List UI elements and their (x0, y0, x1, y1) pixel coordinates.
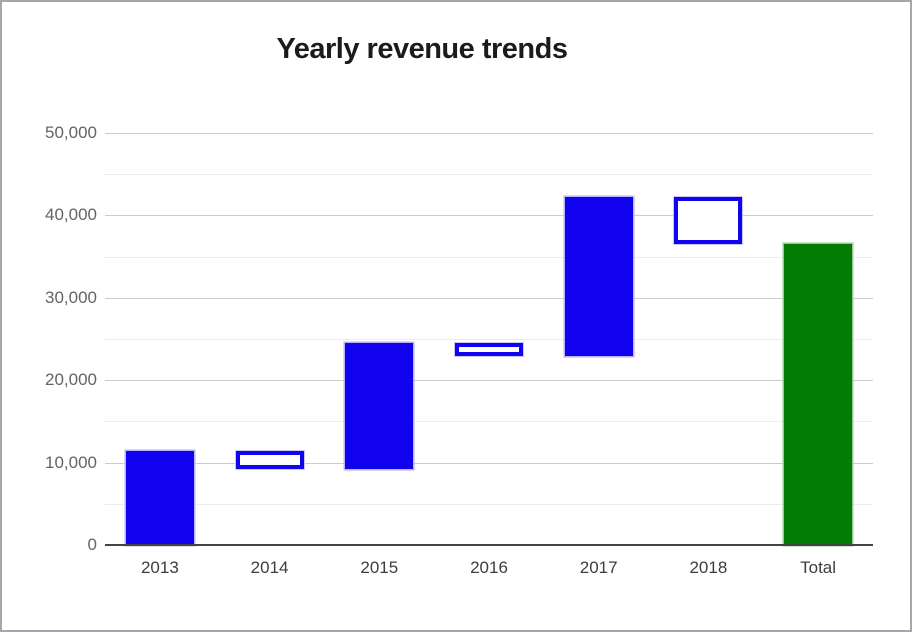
x-axis-tick-2017: 2017 (579, 558, 618, 577)
y-axis-tick-10000: 10,000 (45, 452, 97, 472)
major-gridline-10000 (105, 462, 873, 464)
x-axis-tick-2014: 2014 (250, 558, 289, 577)
major-gridline-40000 (105, 215, 873, 217)
y-axis-tick-20000: 20,000 (45, 370, 97, 390)
major-gridline-20000 (105, 380, 873, 382)
minor-gridline-25000 (105, 339, 873, 340)
x-axis-tick-2013: 2013 (140, 558, 179, 577)
x-axis-tick-total: Total (800, 558, 837, 577)
x-axis-tick-2016: 2016 (470, 558, 508, 577)
major-gridline-50000 (105, 133, 873, 134)
waterfall-bar-2018 (674, 197, 743, 245)
waterfall-bar-2014 (235, 451, 304, 469)
plot-area (105, 133, 873, 546)
y-axis-tick-0: 0 (87, 535, 97, 554)
major-gridline-30000 (105, 297, 873, 299)
minor-gridline-5000 (105, 503, 873, 505)
y-axis-tick-40000: 40,000 (45, 205, 97, 225)
chart-title: Yearly revenue trends (276, 33, 568, 65)
x-axis-tick-2015: 2015 (360, 558, 399, 577)
y-axis-tick-50000: 50,000 (45, 123, 97, 142)
y-axis-tick-30000: 30,000 (45, 287, 97, 307)
waterfall-bar-2016 (455, 343, 523, 357)
minor-gridline-45000 (105, 174, 873, 176)
minor-gridline-15000 (105, 421, 873, 423)
waterfall-bar-total (784, 244, 853, 545)
waterfall-bar-2015 (345, 343, 414, 469)
x-axis-tick-2018: 2018 (689, 558, 728, 577)
zero-baseline (105, 544, 873, 546)
minor-gridline-35000 (105, 256, 873, 258)
waterfall-bar-2013 (125, 451, 194, 545)
waterfall-bar-2017 (564, 197, 633, 357)
